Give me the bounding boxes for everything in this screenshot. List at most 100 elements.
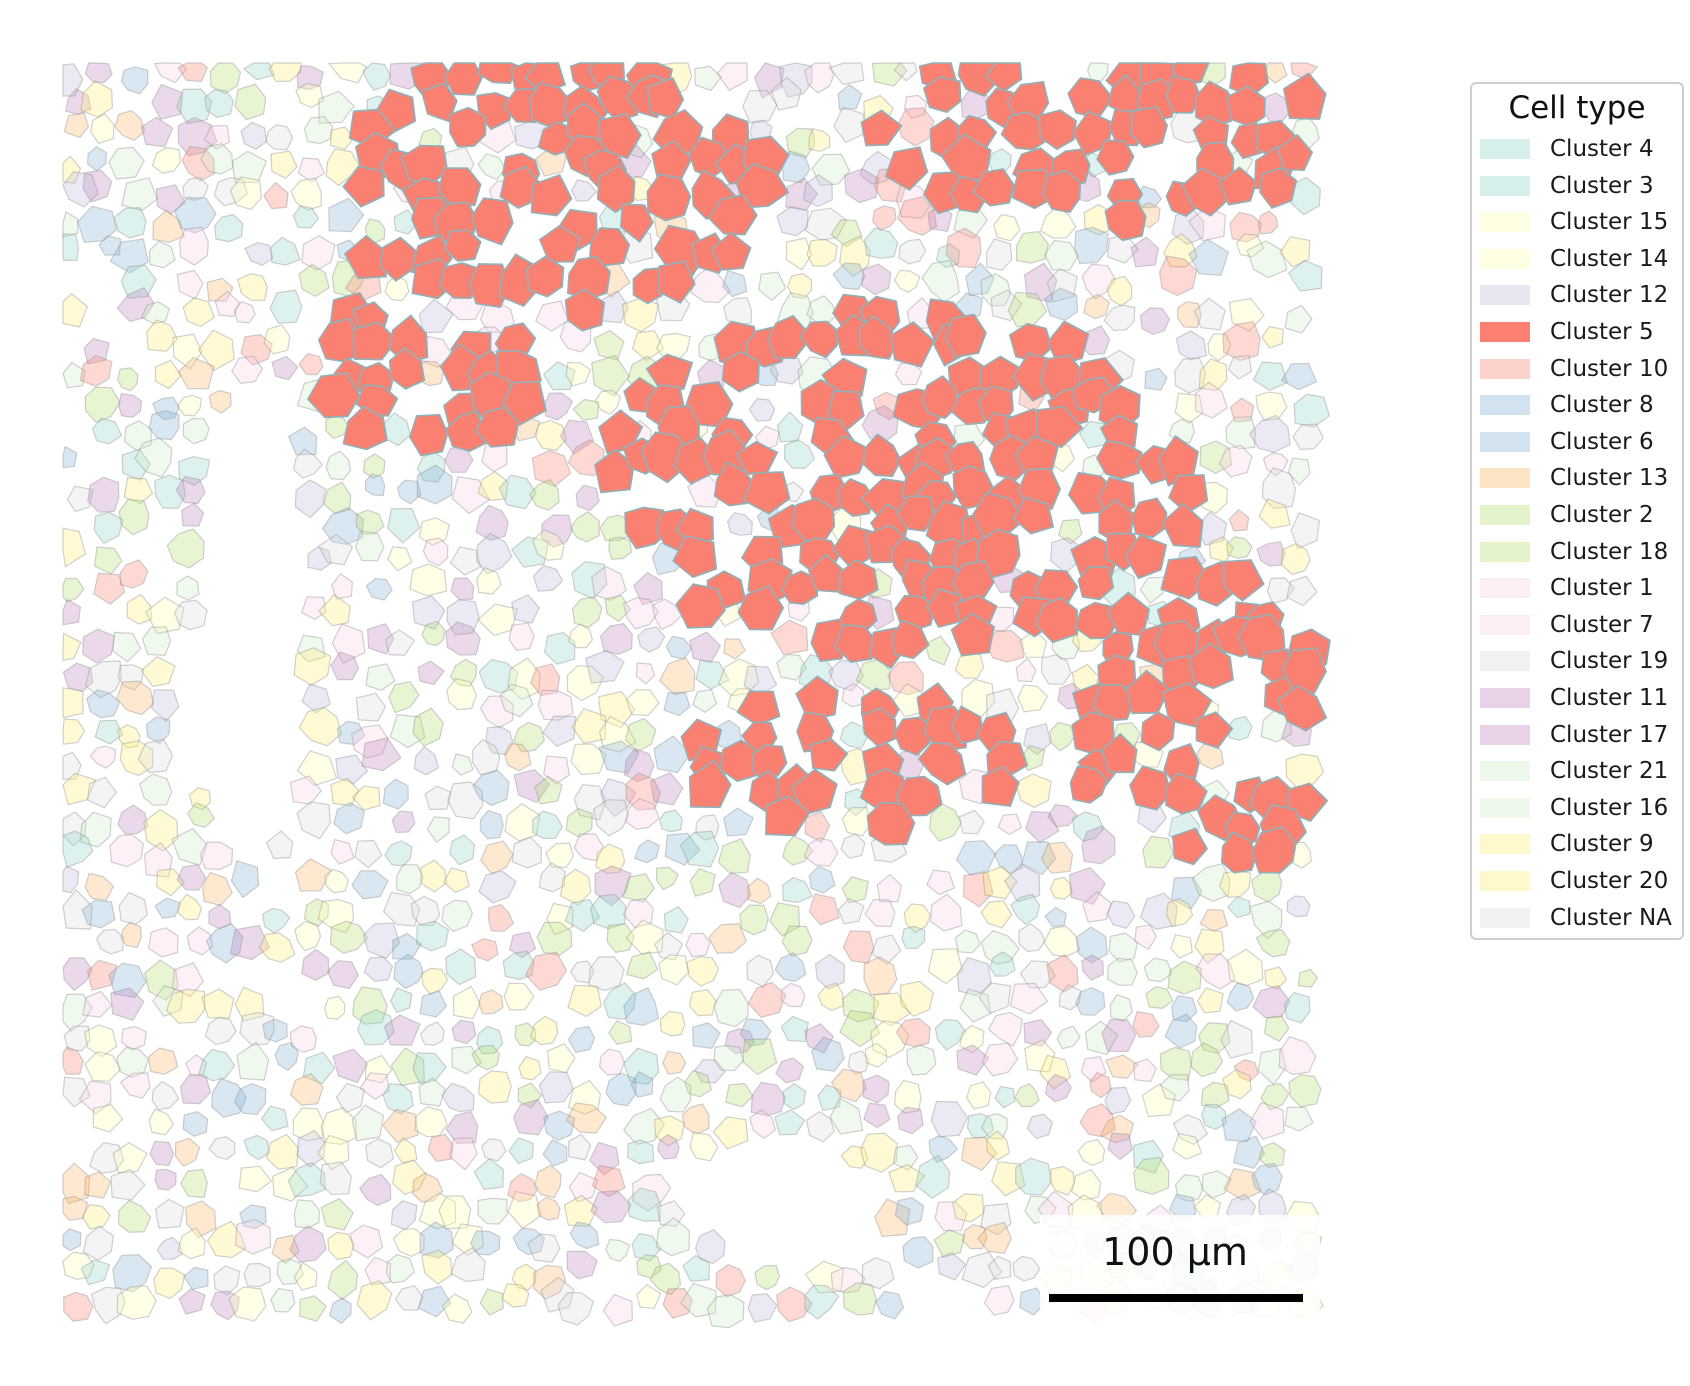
cell [1082,890,1112,923]
cell [365,577,393,601]
cell [410,895,441,927]
cell [140,301,171,325]
cell [608,536,632,560]
cell [573,784,607,821]
cell [143,808,179,852]
cell-cluster-5 [922,76,962,114]
legend-label: Cluster 6 [1550,428,1654,455]
cell [649,1262,682,1296]
cell [1022,722,1052,756]
cell [958,809,985,835]
cell [842,1282,878,1316]
cell [716,62,748,92]
cell [501,1283,530,1308]
cell [689,867,716,897]
cell [62,292,89,328]
cell [327,1231,355,1261]
cell [299,1295,327,1322]
cell [449,658,478,687]
cell [694,65,723,92]
cell [419,1221,454,1259]
cell [352,986,388,1025]
cell [292,205,320,229]
cell [153,1267,186,1300]
cell [449,546,482,576]
legend-item: Cluster 7 [1472,610,1682,640]
cell [1286,575,1318,607]
cell [298,706,343,747]
cell [412,1172,444,1203]
cell [776,1286,813,1323]
cell [529,1015,559,1046]
cell [1223,1167,1262,1201]
legend-swatch [1480,541,1530,562]
cell [214,290,240,318]
cell [479,695,515,729]
cell [1193,297,1226,331]
cell [606,922,635,953]
cell [781,925,813,957]
cell [1099,1114,1135,1144]
cell [188,787,212,811]
legend-item: Cluster 17 [1472,720,1682,750]
cell [185,1054,208,1076]
cell [707,922,748,954]
cell [804,810,831,844]
cell [82,1225,114,1261]
cell [331,572,353,600]
legend-label: Cluster 9 [1550,831,1654,858]
cell [830,219,863,248]
legend-label: Cluster 8 [1550,392,1654,419]
cell [1132,1010,1160,1038]
cell [287,1162,327,1198]
cell [898,238,927,265]
cell [153,62,188,84]
cell [840,1145,869,1169]
cell [594,865,632,907]
cell [84,660,123,699]
cell [534,1164,562,1199]
cell [1073,226,1109,265]
cell [750,1081,787,1117]
cell [289,775,323,805]
cell [260,1105,289,1132]
cell [1280,542,1311,576]
cell [1109,994,1133,1023]
cell [213,177,249,207]
cell-cluster-5 [1124,533,1168,580]
cell [980,930,1021,965]
cell [335,754,369,785]
cell-cluster-5 [1038,109,1077,151]
cell [412,707,444,747]
cell [300,596,327,621]
cell [926,869,956,896]
cell [1297,968,1319,988]
cell [567,623,593,649]
cell [955,840,997,876]
cell [864,1042,888,1068]
cell [230,176,263,211]
cell [725,1082,754,1108]
cell [438,1195,472,1230]
cell [776,411,804,443]
cell [566,1250,598,1280]
cell [1141,1083,1177,1118]
cell [323,481,352,515]
cell [803,174,833,208]
legend-swatch [1480,834,1530,855]
cell [726,512,753,536]
cell [81,990,113,1018]
cell [420,859,448,893]
cell [543,631,576,665]
cell [112,631,142,663]
cell-cluster-5 [767,314,807,360]
cell [1232,1135,1266,1169]
cell [1039,205,1077,239]
cell [604,595,631,623]
cell [864,227,899,259]
cell [785,237,813,271]
cell [571,707,607,744]
cell [114,109,146,142]
cell [1285,753,1325,790]
cell [1172,1132,1203,1160]
